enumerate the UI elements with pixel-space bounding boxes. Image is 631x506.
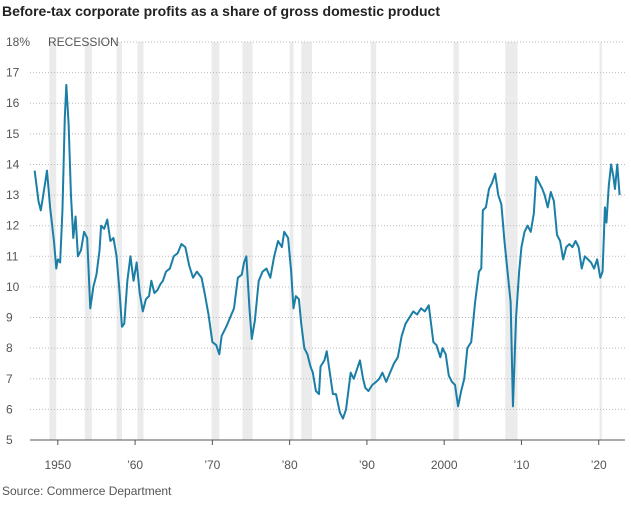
y-tick-label: 13 [6,188,20,202]
recession-band [289,42,294,440]
chart-title: Before-tax corporate profits as a share … [2,3,440,19]
y-tick-label: 5 [6,433,13,447]
y-tick-label: 10 [6,280,20,294]
x-tick-label: ’70 [204,458,220,472]
recession-band [116,42,122,440]
recession-band [599,42,602,440]
y-tick-label: 8 [6,341,13,355]
y-tick-label: 12 [6,219,20,233]
x-tick-label: ’90 [359,458,375,472]
x-tick-label: 1950 [44,458,71,472]
recession-band [84,42,92,440]
line [33,83,621,420]
x-tick-label: ’80 [282,458,298,472]
x-tick-label: 2000 [431,458,458,472]
recession-label: RECESSION [48,35,119,49]
recession-band [301,42,313,440]
recession-bands [49,42,602,440]
y-tick-label: 16 [6,96,20,110]
grid: 5 6 7 8 9 10 11 12 13 14 15 16 17 18% [6,35,625,447]
recession-band [49,42,57,440]
recession-band [211,42,220,440]
y-tick-label: 6 [6,402,13,416]
recession-band [370,42,377,440]
y-tick-label: 18% [6,35,30,49]
x-tick-label: ’10 [513,458,529,472]
x-tick-label: ’60 [127,458,143,472]
y-tick-label: 14 [6,157,20,171]
source: Source: Commerce Department [2,484,172,498]
y-tick-label: 9 [6,311,13,325]
y-tick-label: 7 [6,372,13,386]
recession-band [137,42,144,440]
x-tick-label: ’20 [591,458,607,472]
y-tick-label: 17 [6,66,20,80]
y-tick-label: 15 [6,127,20,141]
recession-band [242,42,253,440]
y-tick-label: 11 [6,249,19,263]
recession-band [453,42,459,440]
